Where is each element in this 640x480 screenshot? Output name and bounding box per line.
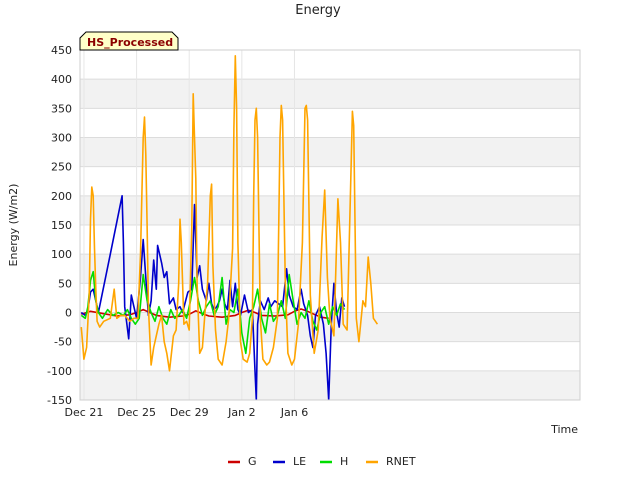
plot-band	[80, 79, 580, 109]
y-tick-label: 350	[51, 102, 72, 115]
x-tick-label: Dec 29	[170, 406, 209, 419]
plot-band	[80, 50, 580, 80]
y-tick-label: 400	[51, 73, 72, 86]
legend-label: G	[248, 455, 257, 468]
plot-frame	[79, 49, 581, 401]
x-tick-label: Jan 6	[280, 406, 308, 419]
x-tick-label: Dec 25	[117, 406, 156, 419]
plot-band	[80, 108, 580, 138]
plot-band	[80, 225, 580, 255]
y-tick-label: 250	[51, 161, 72, 174]
y-axis-label: Energy (W/m2)	[7, 184, 20, 267]
x-tick-label: Jan 2	[227, 406, 255, 419]
legend-label: RNET	[386, 455, 416, 468]
processing-badge: HS_Processed	[79, 31, 179, 51]
badge-label: HS_Processed	[87, 36, 173, 49]
y-tick-labels: -150 -100 -50 0 50 100 150 200 250 300 350 400 450	[47, 44, 72, 407]
x-tick-label: Dec 21	[65, 406, 104, 419]
legend: G LE H RNET	[228, 455, 416, 468]
y-tick-label: 0	[65, 307, 72, 320]
y-tick-label: 100	[51, 248, 72, 261]
y-tick-label: 450	[51, 44, 72, 57]
legend-item-le: LE	[273, 455, 306, 468]
x-axis-label: Time	[550, 423, 578, 436]
plot-band	[80, 137, 580, 167]
plot-band	[80, 195, 580, 225]
legend-item-h: H	[320, 455, 348, 468]
y-tick-label: -100	[47, 365, 72, 378]
y-tick-label: -50	[54, 336, 72, 349]
x-tick-labels: Dec 21 Dec 25 Dec 29 Jan 2 Jan 6	[65, 406, 309, 419]
series-line-rnet	[80, 55, 379, 372]
grid-lines	[80, 49, 580, 401]
legend-item-g: G	[228, 455, 257, 468]
legend-label: LE	[293, 455, 306, 468]
series-line-g	[81, 308, 329, 320]
y-tick-label: 200	[51, 190, 72, 203]
y-tick-label: 300	[51, 132, 72, 145]
series-lines	[80, 55, 379, 400]
series-line-h	[80, 270, 346, 355]
plot-band	[80, 166, 580, 196]
legend-item-rnet: RNET	[366, 455, 416, 468]
y-tick-label: 150	[51, 219, 72, 232]
chart-title: Energy	[295, 3, 341, 18]
y-tick-label: -150	[47, 394, 72, 407]
legend-label: H	[340, 455, 348, 468]
y-tick-label: 50	[58, 277, 72, 290]
